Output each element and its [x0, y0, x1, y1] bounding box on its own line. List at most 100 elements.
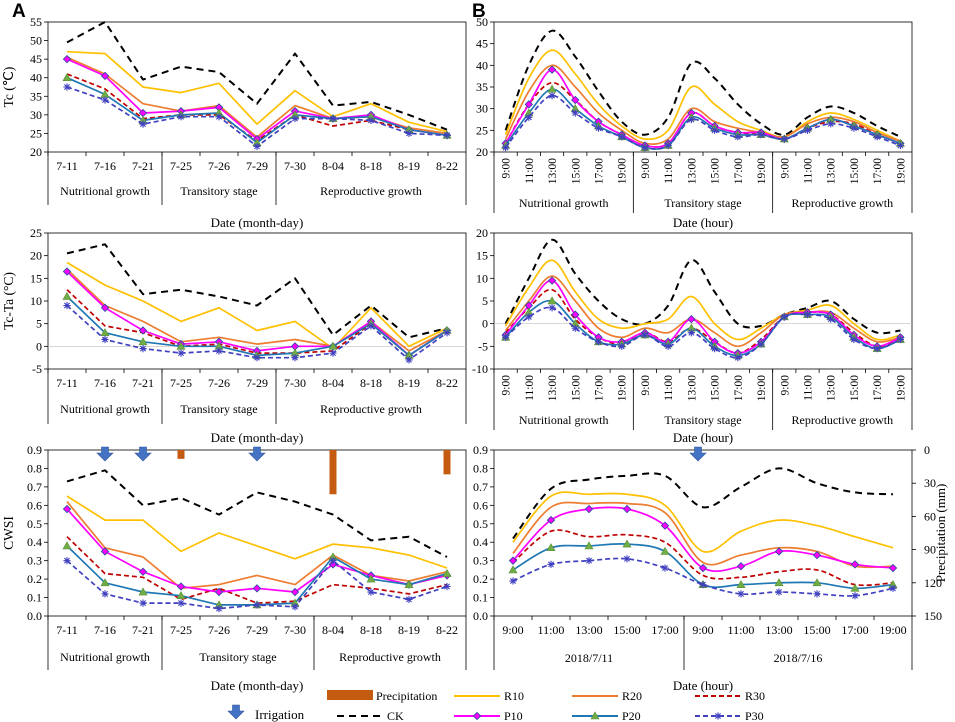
legend-label-r30: R30	[745, 689, 765, 703]
B3-point-p30	[813, 590, 821, 598]
B1-point-p30	[827, 120, 835, 128]
A3-point-p30	[443, 582, 451, 591]
A3-ytick-label: 0.5	[27, 517, 42, 531]
A3-point-p30	[63, 557, 71, 565]
A3-point-p20	[442, 568, 452, 577]
B1-plot-frame	[493, 21, 913, 153]
legend-marker-p20	[590, 711, 600, 720]
B2-point-p30	[780, 313, 788, 321]
B1-ytick-label: 40	[476, 58, 488, 72]
legend-marker-p30	[714, 712, 722, 720]
B2-point-p30	[641, 331, 649, 339]
B1-series-r10	[504, 49, 901, 142]
B1-point-p30	[803, 126, 812, 134]
B3-point-p10	[736, 562, 746, 571]
B3-ytick-label: 0.3	[473, 554, 488, 568]
A1-point-p30	[405, 129, 413, 138]
A1-x-axis-title: Date (month-day)	[211, 215, 304, 230]
A2-point-p30	[405, 356, 413, 364]
B3-point-p30	[547, 560, 555, 568]
B2-series-ck	[504, 238, 901, 335]
B1-ytick-label: 50	[476, 15, 488, 29]
A3-series-r20	[66, 501, 448, 590]
B2-point-p30	[594, 338, 603, 346]
B2-ytick-label: 0	[482, 317, 488, 331]
B3-y2tick-label: 150	[924, 609, 942, 623]
B3-point-p20	[660, 546, 670, 555]
A3-xtick-label: 7-25	[170, 623, 192, 637]
B2-series-p30	[505, 306, 901, 359]
A2-point-p20	[100, 328, 110, 337]
A1-ytick-label: 50	[30, 34, 42, 48]
B1-point-p30	[850, 124, 858, 132]
B1-xtick-label: 15:00	[849, 158, 861, 184]
B1-xtick-label: 17:00	[733, 158, 745, 184]
B2-point-p10	[547, 276, 557, 285]
B3-point-p30	[585, 557, 593, 565]
A2-point-p20	[62, 291, 72, 300]
B2-ytick-label: 15	[476, 249, 488, 263]
A3-ytick-label: 0.2	[27, 572, 42, 586]
B1-point-p10	[547, 65, 557, 74]
B3-x-axis-title: Date (hour)	[673, 678, 733, 693]
A1-xtick-label: 8-22	[436, 159, 458, 173]
A1-stage-label: Reproductive growth	[320, 184, 422, 198]
A2-xtick-label: 7-16	[94, 376, 116, 390]
B3-series-r20	[512, 501, 894, 569]
A1-point-p30	[101, 96, 109, 104]
A1-stage-label: Transitory stage	[180, 184, 257, 198]
B2-ytick-label: 10	[476, 271, 488, 285]
A1-point-p30	[443, 131, 451, 139]
B2-xtick-label: 13:00	[547, 375, 559, 401]
B3-ytick-label: 0.2	[473, 572, 488, 586]
B3-ytick-label: 0.1	[473, 591, 488, 605]
A3-xtick-label: 8-22	[436, 623, 458, 637]
A1-ytick-label: 20	[30, 145, 42, 159]
A3-point-p20	[138, 587, 148, 596]
B2-point-p30	[850, 335, 858, 344]
A2-xtick-label: 8-04	[322, 376, 344, 390]
A2-xtick-label: 8-22	[436, 376, 458, 390]
B1-xtick-label: 17:00	[594, 158, 606, 184]
B1-xtick-label: 9:00	[640, 158, 652, 179]
A2-point-p20	[176, 341, 186, 350]
B2-stage-label: Transitory stage	[664, 413, 741, 427]
B1-point-p30	[711, 126, 719, 134]
B1-xtick-label: 15:00	[710, 158, 722, 184]
B3-point-p10	[698, 563, 708, 573]
A1-point-p30	[367, 116, 375, 125]
B3-point-p30	[699, 581, 707, 589]
B3-xtick-label: 17:00	[841, 623, 868, 637]
B2-xtick-label: 17:00	[733, 375, 745, 401]
B1-xtick-label: 9:00	[501, 158, 513, 179]
legend-precipitation-label: Precipitation	[376, 689, 437, 703]
B1-series-p30	[504, 94, 901, 150]
B1-point-p10	[524, 100, 533, 109]
A1-series-p20	[66, 76, 448, 144]
B3-ytick-label: 0.7	[473, 480, 488, 494]
B1-point-p30	[734, 133, 742, 141]
A1-stage-label: Nutritional growth	[60, 184, 150, 198]
A3-point-p30	[405, 595, 413, 603]
B2-point-p30	[711, 345, 719, 353]
A3-ytick-label: 0.8	[27, 461, 42, 475]
B3-point-p20	[546, 543, 556, 552]
B2-xtick-label: 11:00	[524, 375, 536, 401]
B1-x-axis-title: Date (hour)	[673, 215, 733, 230]
legend-label-p20: P20	[622, 709, 641, 722]
A2-ytick-label: 20	[30, 249, 42, 263]
B3-point-p10	[508, 556, 518, 565]
B2-ytick-label: -5	[478, 339, 488, 353]
A2-stage-label: Transitory stage	[180, 402, 257, 416]
B2-ytick-label: -10	[472, 362, 488, 376]
A3-point-p30	[215, 605, 223, 613]
A3-precipitation-bar	[329, 450, 337, 495]
panel-letter-a: A	[12, 1, 26, 22]
B3-point-p30	[661, 564, 669, 572]
A2-point-p30	[329, 349, 337, 357]
A3-point-p10	[100, 547, 110, 556]
B3-irrigation-arrow	[689, 446, 707, 462]
B3-series-r10	[512, 491, 894, 553]
B1-xtick-label: 9:00	[779, 158, 791, 179]
A3-stage-label: Transitory stage	[199, 650, 276, 664]
